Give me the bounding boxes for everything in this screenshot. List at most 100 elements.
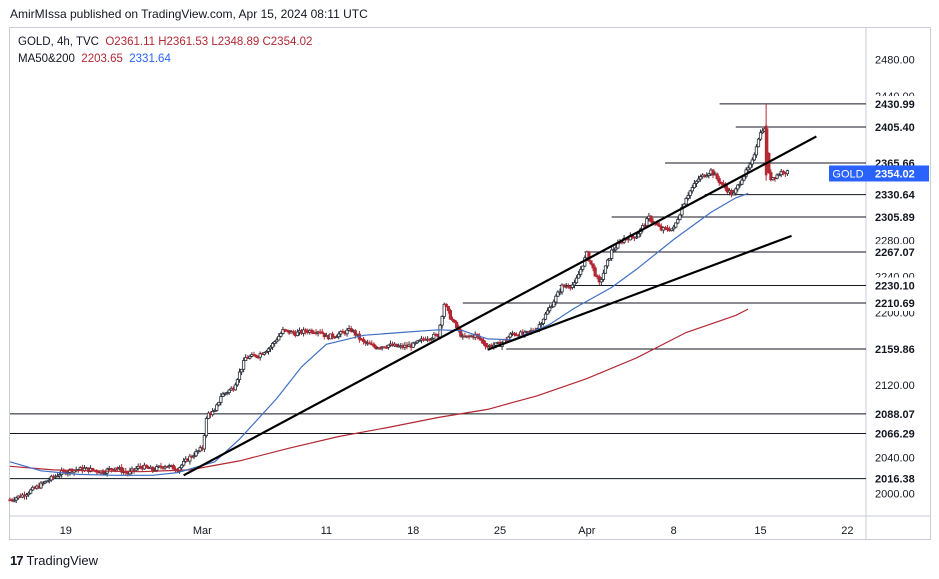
candle-body (248, 355, 252, 359)
candle-body (275, 339, 279, 343)
candle-body (512, 332, 517, 336)
candle-body (349, 328, 353, 332)
candle-body (45, 480, 49, 483)
candle-body (182, 460, 186, 466)
ma-label[interactable]: MA50&200 (18, 53, 75, 65)
candle-body (556, 291, 560, 297)
candle-body (361, 338, 366, 342)
candle-body (785, 170, 790, 175)
candle-body (554, 295, 558, 303)
candle-body (196, 450, 200, 453)
time-tick-label: 22 (841, 525, 853, 537)
candle-body (636, 233, 641, 238)
candle-body (188, 455, 192, 462)
candle-body (322, 332, 326, 338)
candle-body (413, 342, 417, 345)
candle-body (58, 474, 62, 477)
time-tick-label: 18 (407, 525, 419, 537)
candle-body (479, 338, 484, 341)
candle-body (494, 342, 498, 346)
candle-body (572, 282, 577, 286)
time-tick-label: Apr (578, 525, 595, 537)
level-label-bg (867, 186, 929, 203)
candle-body (221, 393, 225, 397)
candle-body (684, 197, 688, 205)
candle-body (120, 467, 124, 473)
candle-body (552, 301, 556, 308)
ma200-value: 2331.64 (129, 53, 171, 65)
time-axis[interactable]: 19 Mar 11 18 25 Apr 8 15 22 (60, 525, 854, 537)
candle-body (368, 342, 372, 345)
candle-body (481, 339, 486, 344)
candle-body (411, 342, 415, 348)
shallow-trendline (487, 234, 792, 351)
time-tick-label: 8 (671, 525, 677, 537)
candle-body (688, 190, 692, 196)
price-axis[interactable]: 2000.002040.002120.002200.002240.002280.… (829, 55, 929, 501)
brand-name: TradingView (26, 553, 99, 568)
candle-body (446, 306, 450, 311)
candle-body (634, 236, 639, 239)
candle-body (262, 352, 266, 355)
level-label-bg (867, 295, 929, 312)
candle-body (180, 464, 184, 469)
candle-body (417, 339, 421, 342)
level-price-label: 2330.64 (875, 190, 916, 202)
candle-body (432, 333, 436, 339)
candle-body (754, 146, 759, 156)
candle-body (719, 182, 723, 185)
level-label-bg (867, 425, 929, 442)
candlesticks (8, 103, 790, 504)
candle-body (440, 316, 444, 326)
candle-body (608, 258, 612, 261)
level-price-label: 2430.99 (875, 99, 915, 111)
candle-body (670, 228, 674, 231)
tradingview-brand[interactable]: 17 TradingView (10, 553, 98, 568)
candle-body (649, 215, 653, 222)
last-price-label: 2354.02 (875, 168, 915, 180)
candle-body (570, 284, 574, 288)
high-value: H2361.53 (158, 36, 209, 48)
level-label-bg (867, 95, 929, 112)
level-price-label: 2267.07 (875, 247, 915, 259)
candle-body (270, 343, 275, 348)
low-value: L2348.89 (211, 36, 260, 48)
candle-body (211, 411, 215, 416)
candle-body (769, 172, 773, 181)
candle-body (39, 482, 43, 489)
chart-frame[interactable] (9, 27, 931, 540)
candle-body (281, 329, 285, 334)
candle-body (254, 354, 258, 358)
candle-body (450, 318, 455, 321)
candle-body (545, 310, 550, 315)
candle-body (562, 284, 566, 287)
candle-body (345, 329, 349, 335)
candle-body (415, 340, 419, 344)
candle-body (225, 392, 229, 395)
candle-body (455, 321, 459, 328)
candle-body (587, 251, 591, 262)
candle-body (206, 412, 211, 419)
candle-body (310, 329, 314, 333)
candle-body (219, 396, 223, 403)
candle-body (29, 489, 33, 494)
candle-body (579, 269, 583, 275)
time-tick-label: 15 (754, 525, 766, 537)
symbol-label[interactable]: GOLD, 4h, TVC (18, 36, 99, 48)
level-price-label: 2405.40 (875, 122, 915, 134)
candle-body (645, 218, 649, 226)
candle-body (215, 404, 219, 411)
candle-body (378, 347, 382, 350)
candle-body (204, 418, 209, 437)
steep-trendline (183, 135, 817, 477)
candle-body (372, 343, 376, 347)
candle-body (558, 291, 562, 294)
candle-body (171, 464, 175, 470)
candle-body (775, 174, 779, 179)
candle-body (655, 222, 659, 226)
candle-body (748, 163, 752, 169)
ma-slow-line (9, 308, 749, 473)
candle-body (738, 183, 742, 186)
candle-body (603, 265, 608, 274)
